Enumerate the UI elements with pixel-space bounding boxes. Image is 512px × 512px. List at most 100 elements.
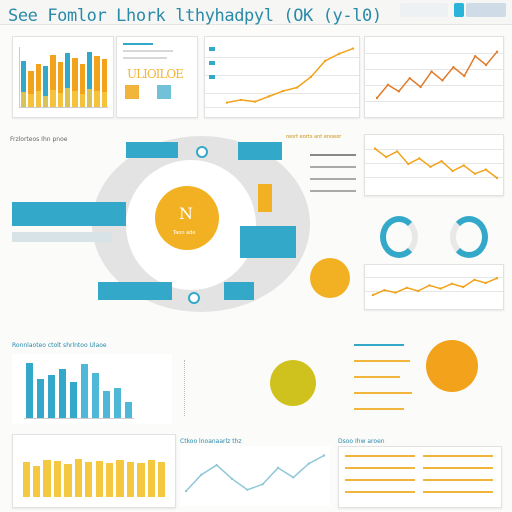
series-point	[405, 286, 409, 289]
chart-bar	[57, 62, 63, 107]
series-point	[281, 89, 285, 93]
chart-bar	[72, 90, 78, 107]
chart-bar	[43, 95, 49, 107]
series-point	[430, 70, 433, 73]
series-point	[375, 96, 379, 100]
series-point	[441, 79, 444, 82]
series-point	[451, 169, 454, 173]
ring-chart-right	[450, 216, 488, 258]
chart-bar	[101, 59, 107, 107]
hub-node-left[interactable]	[12, 202, 126, 226]
header-badge[interactable]	[454, 3, 464, 17]
series-point	[323, 59, 327, 63]
chart-bar	[147, 460, 155, 497]
series-point	[462, 164, 465, 167]
series-point	[450, 282, 454, 285]
chart-bar	[72, 57, 78, 107]
chart-bar	[35, 91, 41, 107]
top-right-line-card	[364, 36, 504, 118]
chart-bar	[91, 373, 100, 418]
chart-bar	[53, 461, 62, 497]
header-button-primary[interactable]	[466, 3, 506, 17]
dotted-list	[184, 360, 205, 416]
series-point	[225, 101, 229, 104]
middle-top-caption: reort eorts ant enoeor	[286, 134, 342, 140]
chart-bar	[95, 461, 103, 497]
series-point	[416, 289, 420, 293]
hub-center-circle[interactable]: N Taon ade	[155, 186, 219, 250]
chart-bar	[21, 60, 27, 107]
chart-bar	[80, 364, 89, 418]
series-line	[185, 454, 325, 492]
series-line	[376, 51, 498, 99]
middle-left-caption: Frzlorteos Ihn pnoe	[10, 136, 68, 143]
series-point	[230, 477, 234, 480]
line-chart-3	[373, 147, 499, 180]
hub-node-bottom-left[interactable]	[98, 282, 172, 300]
series-point	[484, 168, 488, 171]
header-bar: See Fomlor Lhork lthyhadpyl (OK (y-l0)	[0, 0, 512, 26]
chart-bar	[126, 461, 135, 497]
series-point	[200, 473, 203, 476]
middle-text-card: reort eorts ant enoeor	[286, 134, 358, 220]
ring-chart-left	[380, 216, 418, 258]
series-point	[461, 285, 465, 289]
series-point	[473, 55, 477, 58]
chart-bar	[21, 92, 27, 107]
bottom-right-list-card	[344, 330, 420, 414]
chart-bar	[102, 391, 111, 418]
series-point	[371, 293, 375, 297]
connector-dot-1	[196, 146, 208, 158]
chart-bar	[58, 368, 67, 418]
chart-bar	[64, 464, 72, 497]
chart-bar	[137, 462, 145, 497]
summary-lines	[123, 43, 183, 64]
chart-bar	[57, 92, 63, 107]
series-point	[337, 52, 341, 56]
header-button-secondary[interactable]	[400, 3, 448, 17]
right-mid-line-card	[364, 264, 504, 310]
series-point	[295, 86, 299, 89]
hub-node-right[interactable]	[240, 226, 296, 258]
series-point	[395, 150, 399, 153]
series-point	[473, 172, 477, 175]
series-line	[372, 277, 498, 296]
series-point	[452, 66, 455, 69]
chart-bar	[28, 93, 34, 107]
series-point	[428, 284, 431, 287]
series-point	[418, 157, 421, 160]
hub-node-bottom-right[interactable]	[224, 282, 254, 300]
bottom-right-caption: Dsoo Ihw aroen	[338, 438, 385, 445]
chart-bar	[69, 382, 78, 418]
series-point	[473, 278, 476, 281]
series-point	[397, 90, 401, 93]
chart-bar	[50, 54, 56, 107]
connector-icon-right	[258, 184, 272, 212]
hub-node-left-under	[12, 232, 112, 242]
chart-bar	[116, 459, 124, 497]
hub-node-top-left[interactable]	[126, 142, 178, 158]
chart-bar	[113, 388, 122, 418]
series-point	[408, 77, 411, 80]
series-point	[215, 463, 218, 467]
bar-plot-area	[19, 47, 108, 108]
series-point	[184, 489, 188, 493]
series-point	[267, 95, 271, 98]
hub-center-glyph: N	[179, 204, 193, 223]
line-chart-2	[375, 50, 499, 100]
series-point	[394, 291, 397, 294]
line-chart-4	[371, 277, 499, 297]
series-point	[484, 281, 487, 285]
line-chart-5	[184, 454, 326, 493]
mid-right-line-card	[364, 134, 504, 196]
chart-bar	[79, 63, 85, 107]
chart-bar	[79, 93, 85, 107]
series-point	[384, 155, 388, 159]
page-title: See Fomlor Lhork lthyhadpyl (OK (y-l0)	[8, 6, 382, 26]
series-point	[495, 277, 499, 280]
series-point	[373, 147, 377, 150]
series-point	[439, 287, 442, 290]
hub-node-top-right[interactable]	[238, 142, 282, 160]
bar-plot-area-3	[21, 449, 167, 497]
chart-bar	[65, 88, 71, 107]
